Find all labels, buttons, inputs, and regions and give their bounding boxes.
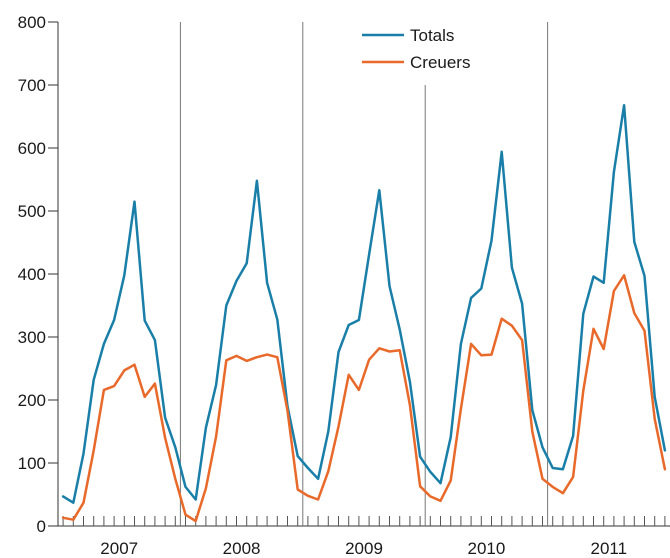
legend-label: Creuers — [410, 53, 470, 72]
year-separators — [179, 22, 549, 526]
x-tick-label-year: 2009 — [345, 539, 383, 558]
y-tick-label: 100 — [18, 454, 46, 473]
legend-label: Totals — [410, 26, 454, 45]
series-line-creuers — [61, 274, 667, 523]
y-tick-label: 500 — [18, 202, 46, 221]
y-tick-label: 300 — [18, 328, 46, 347]
x-tick-label-year: 2011 — [591, 539, 628, 558]
x-tick-label-year: 2010 — [467, 539, 505, 558]
legend: Totals Creuers — [362, 26, 470, 72]
x-tick-label-year: 2008 — [223, 539, 261, 558]
series-line-totals — [61, 103, 667, 504]
y-tick-label: 600 — [18, 139, 46, 158]
tick-labels: 0 100 200 300 400 500 600 700 800 2007 2008 2009 201… — [18, 13, 627, 558]
y-tick-label: 200 — [18, 391, 46, 410]
y-tick-label: 800 — [18, 13, 46, 32]
y-tick-label: 400 — [18, 265, 46, 284]
series-lines — [61, 103, 667, 523]
y-tick-label: 0 — [37, 517, 46, 536]
y-tick-label: 700 — [18, 76, 46, 95]
x-tick-label-year: 2007 — [100, 539, 138, 558]
